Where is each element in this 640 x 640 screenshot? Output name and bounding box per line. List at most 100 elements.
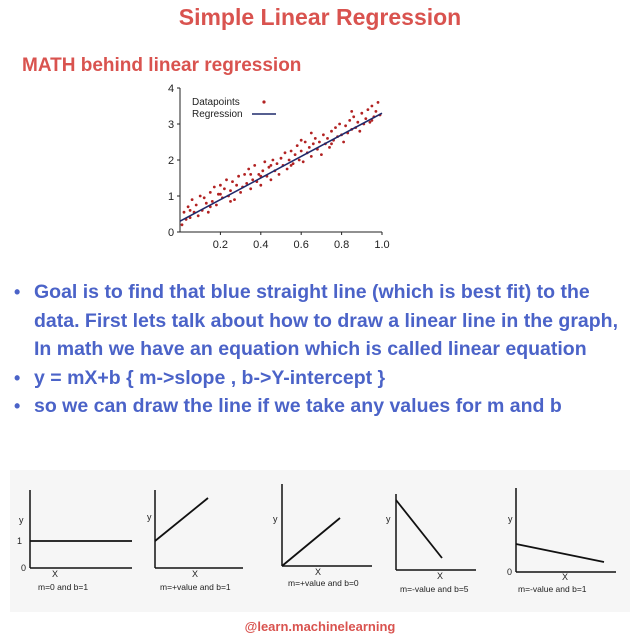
data-point bbox=[219, 183, 222, 187]
legend-datapoints-marker bbox=[262, 100, 266, 104]
example-line bbox=[515, 543, 605, 563]
y-tick-label: 3 bbox=[168, 119, 174, 131]
data-point bbox=[267, 165, 271, 169]
bullet-draw-line: • so we can draw the line if we take any … bbox=[12, 392, 632, 421]
bullet-text: y = mX+b { m->slope , b->Y-intercept } bbox=[34, 366, 386, 389]
data-point bbox=[295, 144, 299, 147]
data-point bbox=[269, 164, 273, 167]
data-point bbox=[235, 183, 238, 187]
x-label: X bbox=[192, 569, 198, 579]
data-point bbox=[261, 169, 265, 173]
data-point bbox=[180, 223, 184, 227]
data-point bbox=[271, 158, 275, 162]
example-line bbox=[395, 499, 443, 559]
data-point bbox=[225, 178, 228, 182]
data-point bbox=[269, 178, 273, 182]
data-point bbox=[215, 203, 218, 207]
example-caption: m=-value and b=5 bbox=[400, 584, 469, 594]
data-point bbox=[289, 164, 293, 167]
data-point bbox=[277, 173, 281, 176]
data-point bbox=[330, 142, 333, 146]
data-point bbox=[229, 189, 232, 192]
data-point bbox=[245, 182, 249, 185]
data-point bbox=[368, 120, 372, 124]
chart-legend: Datapoints Regression bbox=[192, 97, 276, 120]
data-point bbox=[257, 173, 261, 176]
x-tick-label: 1.0 bbox=[374, 239, 389, 251]
example-caption: m=-value and b=1 bbox=[518, 584, 587, 594]
footer-handle: @learn.machinelearning bbox=[244, 619, 396, 634]
data-point bbox=[223, 187, 226, 191]
data-point bbox=[301, 160, 305, 164]
example-fall-steep: y X m=-value and b=5 bbox=[386, 494, 476, 594]
data-point bbox=[237, 174, 240, 178]
y-label: y bbox=[273, 514, 278, 524]
data-point bbox=[229, 200, 232, 203]
data-point bbox=[322, 133, 325, 137]
data-point bbox=[253, 164, 257, 167]
x-label: X bbox=[562, 572, 568, 582]
x-tick-label: 0.6 bbox=[294, 239, 309, 251]
explanation-list: • Goal is to find that blue straight line… bbox=[12, 278, 632, 421]
data-point bbox=[320, 153, 323, 156]
data-point bbox=[364, 117, 368, 120]
data-point bbox=[249, 187, 253, 191]
regression-scatter-chart: 0 1 2 3 4 0.2 0.4 0.6 0.8 1.0 Datapoints Regressi… bbox=[168, 83, 390, 251]
slope-intercept-examples: y 1 0 X m=0 and b=1 y X m=+value and b=1… bbox=[10, 470, 630, 612]
data-point bbox=[259, 183, 263, 187]
data-point bbox=[212, 185, 216, 189]
y-label: y bbox=[508, 514, 513, 524]
data-point bbox=[291, 162, 295, 165]
data-point bbox=[358, 129, 362, 133]
data-point bbox=[318, 140, 321, 144]
bullet-icon: • bbox=[14, 367, 21, 388]
data-point bbox=[204, 201, 208, 205]
data-point bbox=[249, 173, 253, 176]
data-point bbox=[202, 196, 206, 200]
x-label: X bbox=[437, 571, 443, 581]
data-point bbox=[297, 158, 301, 162]
data-point bbox=[239, 191, 242, 194]
data-point bbox=[188, 209, 192, 212]
data-point bbox=[219, 192, 222, 196]
x-tick-label: 0.2 bbox=[213, 239, 228, 251]
data-point bbox=[198, 194, 202, 198]
data-point bbox=[283, 151, 287, 155]
data-point bbox=[190, 198, 194, 201]
example-caption: m=+value and b=0 bbox=[288, 578, 359, 588]
data-point bbox=[366, 108, 370, 111]
data-point bbox=[208, 191, 212, 194]
example-fall-shallow: y 0 X m=-value and b=1 bbox=[507, 488, 616, 594]
data-point bbox=[293, 153, 297, 156]
data-point bbox=[186, 205, 190, 209]
y-label: y bbox=[386, 514, 391, 524]
data-point bbox=[356, 120, 360, 124]
data-point bbox=[263, 160, 267, 164]
data-point bbox=[289, 149, 293, 153]
data-point bbox=[206, 210, 210, 214]
example-flat-line: y 1 0 X m=0 and b=1 bbox=[17, 490, 132, 592]
bullet-equation: • y = mX+b { m->slope , b->Y-intercept } bbox=[12, 364, 632, 393]
data-point bbox=[243, 173, 246, 176]
example-rise-offset: y X m=+value and b=1 bbox=[147, 490, 243, 592]
data-point bbox=[275, 162, 279, 165]
data-point bbox=[370, 104, 374, 108]
data-point bbox=[313, 137, 317, 140]
data-point bbox=[360, 111, 364, 115]
y-label: y bbox=[19, 515, 24, 525]
example-line bbox=[281, 517, 341, 567]
data-point bbox=[194, 203, 198, 207]
data-point bbox=[196, 214, 200, 218]
data-point bbox=[231, 180, 234, 183]
data-point bbox=[374, 110, 378, 113]
y-tick-label: 4 bbox=[168, 83, 174, 95]
data-point bbox=[338, 122, 341, 126]
y-tick-label: 2 bbox=[168, 155, 174, 167]
data-point bbox=[344, 124, 347, 128]
legend-regression-label: Regression bbox=[192, 109, 243, 120]
data-point bbox=[251, 178, 255, 182]
bullet-text: so we can draw the line if we take any v… bbox=[34, 395, 562, 417]
data-point bbox=[287, 158, 291, 162]
data-point bbox=[279, 156, 283, 160]
example-caption: m=0 and b=1 bbox=[38, 582, 88, 592]
